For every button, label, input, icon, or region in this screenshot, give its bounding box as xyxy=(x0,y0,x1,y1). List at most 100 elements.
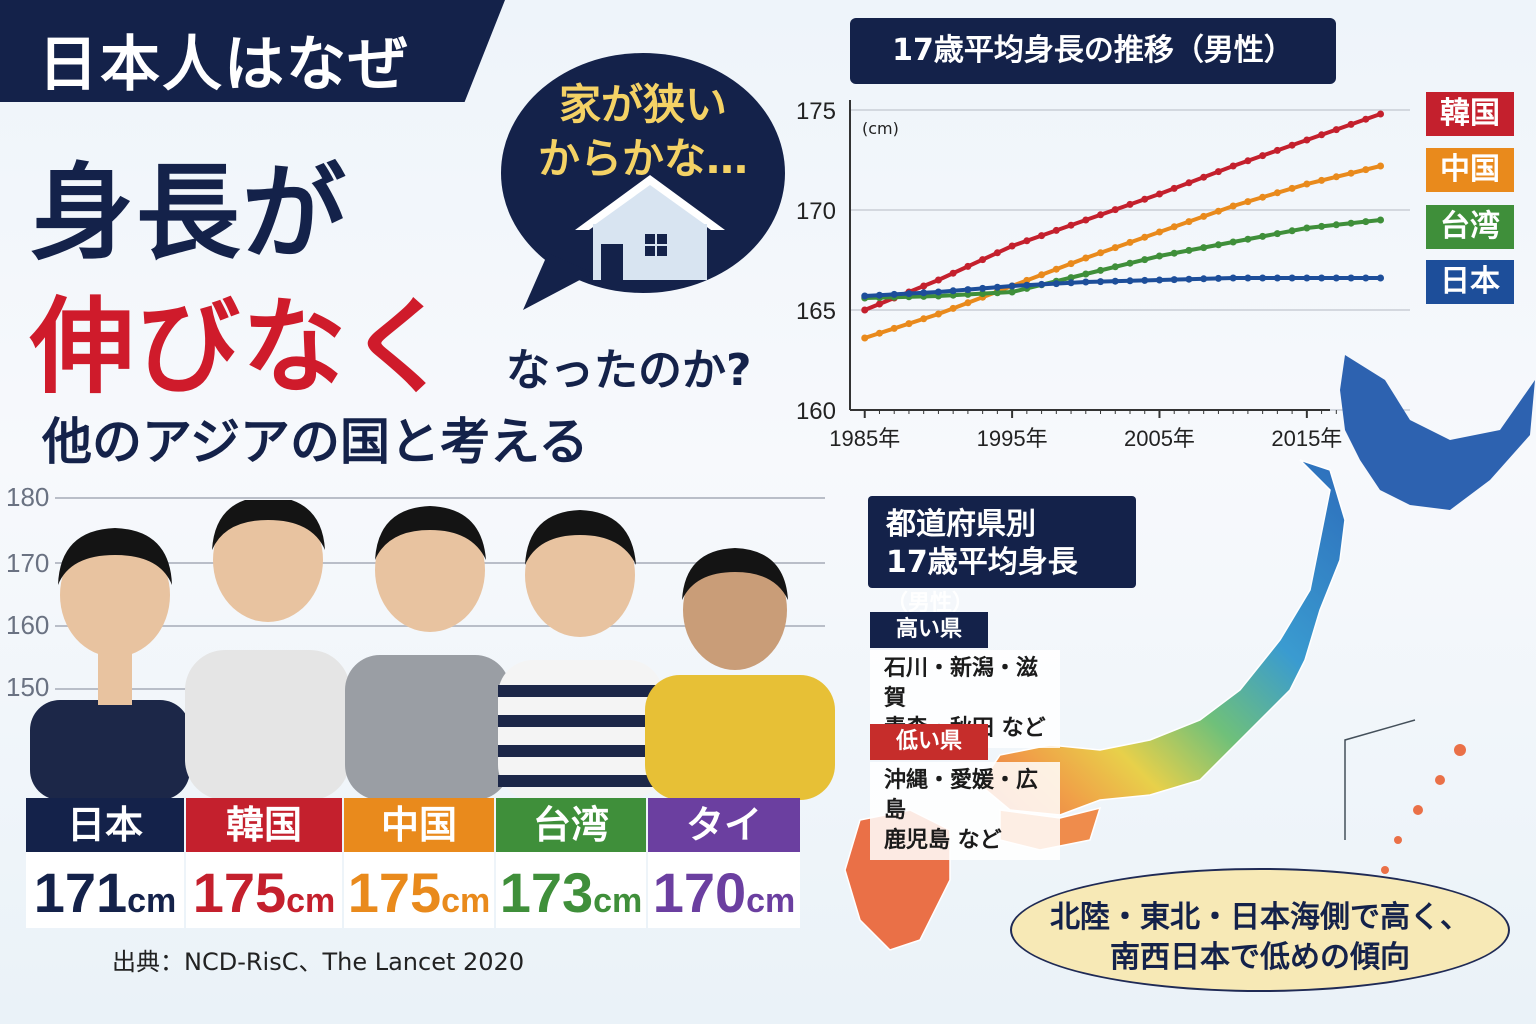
high-prefectures-tag: 高い県 xyxy=(870,612,988,648)
x-tick-label: 2005年 xyxy=(1124,426,1195,451)
data-point xyxy=(1214,274,1222,282)
data-point xyxy=(1023,237,1031,245)
trend-note: 北陸・東北・日本海側で高く、 南西日本で低めの傾向 xyxy=(1030,898,1490,978)
data-point xyxy=(993,249,1001,257)
data-point xyxy=(1214,207,1222,215)
data-point xyxy=(1332,126,1340,134)
legend-japan: 日本 xyxy=(1426,260,1514,304)
data-point xyxy=(1303,224,1311,232)
prefecture-title-line1: 都道府県別 xyxy=(886,507,1036,542)
card-name-thailand: タイ xyxy=(648,798,800,852)
data-point xyxy=(1377,162,1385,170)
data-point xyxy=(1097,211,1105,219)
data-point xyxy=(1273,274,1281,282)
card-height-taiwan: 173cm xyxy=(496,852,646,928)
y-tick-label: 160 xyxy=(796,398,836,425)
data-point xyxy=(920,282,928,290)
data-point xyxy=(1332,173,1340,181)
data-point xyxy=(1244,274,1252,282)
data-point xyxy=(1141,256,1149,264)
speech-bubble xyxy=(501,53,785,310)
series-line-台湾 xyxy=(864,218,1381,300)
okinawa-islands xyxy=(1344,719,1466,874)
data-point xyxy=(861,306,869,314)
data-point xyxy=(1362,166,1370,174)
data-point xyxy=(1288,274,1296,282)
data-point xyxy=(1229,274,1237,282)
data-point xyxy=(1377,110,1385,118)
headline-line3: 伸びなく xyxy=(30,286,455,408)
data-point xyxy=(1155,228,1163,236)
high-prefectures-line1: 石川・新潟・滋賀 xyxy=(884,656,1039,711)
height-value: 171 xyxy=(33,861,128,924)
bubble-text: 家が狭い からかな… xyxy=(518,78,768,186)
bubble-line1: 家が狭い xyxy=(558,80,727,129)
boy-china xyxy=(345,506,510,800)
data-point xyxy=(1111,244,1119,252)
data-point xyxy=(1200,244,1208,252)
y-axis-unit: (cm) xyxy=(862,119,899,138)
height-unit: cm xyxy=(593,882,643,920)
data-point xyxy=(890,290,898,298)
data-point xyxy=(964,286,972,294)
data-point xyxy=(934,276,942,284)
x-tick-label: 1985年 xyxy=(829,426,900,451)
ruler-tick: 180 xyxy=(6,482,50,512)
data-point xyxy=(1185,246,1193,254)
data-point xyxy=(920,289,928,297)
data-point xyxy=(1097,278,1105,286)
data-point xyxy=(1097,266,1105,274)
data-point xyxy=(934,288,942,296)
data-point xyxy=(1185,218,1193,226)
low-prefectures-list: 沖縄・愛媛・広島 鹿児島 など xyxy=(870,762,1060,860)
data-point xyxy=(1052,265,1060,273)
ruler-tick: 170 xyxy=(6,548,50,578)
prefecture-title-suffix: （男性） xyxy=(886,591,975,616)
data-point xyxy=(1082,254,1090,262)
data-point xyxy=(1097,249,1105,257)
data-point xyxy=(1362,218,1370,226)
headline-line2: 身長が xyxy=(30,152,349,274)
data-point xyxy=(1155,252,1163,260)
data-point xyxy=(964,290,972,298)
data-point xyxy=(1347,274,1355,282)
hokkaido xyxy=(1340,355,1535,510)
source-citation: 出典：NCD-RisC、The Lancet 2020 xyxy=(112,948,525,976)
data-point xyxy=(1303,180,1311,188)
low-prefectures-line2: 鹿児島 など xyxy=(884,828,1002,853)
ruler-tick: 160 xyxy=(6,610,50,640)
data-point xyxy=(1185,275,1193,283)
boy-thailand xyxy=(645,548,835,800)
boy-korea xyxy=(185,500,350,800)
card-name-korea: 韓国 xyxy=(186,798,342,852)
data-point xyxy=(1008,242,1016,250)
data-point xyxy=(1111,206,1119,214)
data-point xyxy=(1318,222,1326,230)
headline-line1: 日本人はなぜ xyxy=(38,30,410,100)
data-point xyxy=(1200,173,1208,181)
data-point xyxy=(1259,152,1267,160)
data-point xyxy=(1362,274,1370,282)
data-point xyxy=(1008,282,1016,290)
card-name-china: 中国 xyxy=(344,798,494,852)
data-point xyxy=(1229,202,1237,210)
height-unit: cm xyxy=(441,882,491,920)
data-point xyxy=(1052,226,1060,234)
data-point xyxy=(1259,232,1267,240)
legend-korea: 韓国 xyxy=(1426,92,1514,136)
data-point xyxy=(1185,179,1193,187)
data-point xyxy=(1170,184,1178,192)
data-point xyxy=(1288,141,1296,149)
height-value: 175 xyxy=(192,861,287,924)
data-point xyxy=(1244,157,1252,165)
data-point xyxy=(1170,223,1178,231)
boy-taiwan xyxy=(498,510,663,800)
data-point xyxy=(1141,233,1149,241)
data-point xyxy=(1067,279,1075,287)
trend-note-line1: 北陸・東北・日本海側で高く、 xyxy=(1050,900,1470,935)
data-point xyxy=(1229,238,1237,246)
data-point xyxy=(993,283,1001,291)
data-point xyxy=(1303,136,1311,144)
data-point xyxy=(1170,276,1178,284)
data-point xyxy=(1288,184,1296,192)
